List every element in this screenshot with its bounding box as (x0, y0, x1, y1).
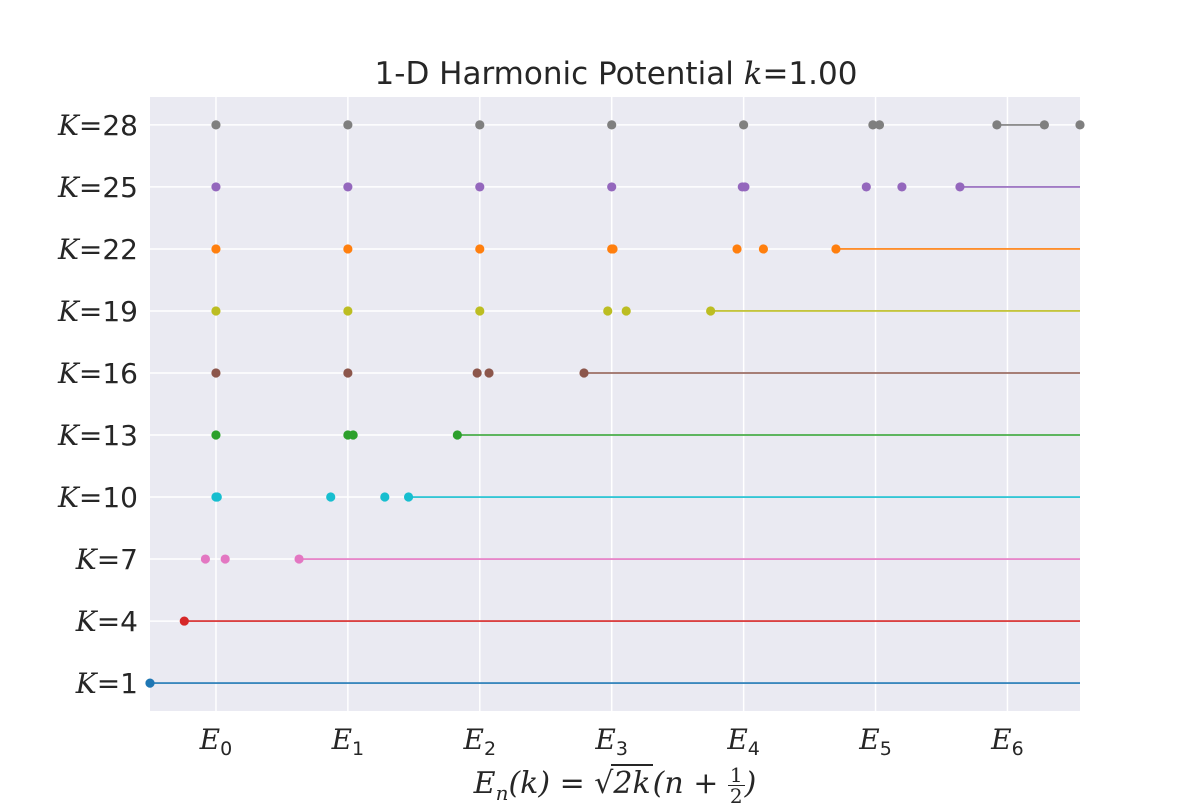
data-point (179, 616, 189, 626)
data-point (706, 306, 716, 316)
xlabel-e: E (473, 766, 496, 801)
xlabel-sqrt: 2k (611, 764, 653, 801)
data-point (955, 182, 965, 192)
data-point (145, 678, 155, 688)
y-tick-label: K=22 (57, 233, 138, 266)
data-point (732, 244, 742, 254)
data-point (831, 244, 841, 254)
y-tick-label: K=10 (57, 481, 138, 514)
data-point (484, 368, 494, 378)
data-point (739, 120, 749, 130)
title-variable: k (743, 56, 763, 92)
data-point (343, 182, 353, 192)
y-tick-label: K=19 (57, 295, 138, 328)
data-point (1075, 120, 1085, 130)
x-tick-label: E3 (594, 723, 628, 760)
data-point (579, 368, 589, 378)
xlabel-open: (n + (652, 766, 728, 801)
x-tick-label: E1 (331, 723, 365, 760)
x-tick-label: E5 (858, 723, 892, 760)
y-tick-label: K=25 (57, 171, 138, 204)
data-point (608, 244, 618, 254)
data-point (212, 492, 222, 502)
data-point (475, 182, 485, 192)
data-point (475, 306, 485, 316)
plot-area (150, 97, 1080, 711)
x-tick-label: E6 (990, 723, 1024, 760)
data-point (403, 492, 414, 502)
data-point (452, 430, 462, 440)
data-point (992, 120, 1002, 130)
data-point (758, 244, 769, 254)
data-point (380, 492, 390, 502)
y-tick-label: K=7 (75, 543, 138, 576)
data-point (348, 430, 358, 440)
data-point (740, 182, 750, 192)
data-point (294, 554, 304, 564)
data-point (607, 120, 617, 130)
data-point (1039, 120, 1049, 130)
xlabel-arg: (k) = (508, 766, 595, 801)
data-point (200, 554, 211, 564)
xlabel-sub: n (495, 781, 509, 805)
data-point (472, 368, 482, 378)
x-tick-label: E0 (199, 723, 233, 760)
data-point (211, 244, 221, 254)
data-point (343, 120, 353, 130)
data-point (343, 306, 353, 316)
data-point (326, 492, 336, 502)
data-point (211, 120, 221, 130)
data-point (211, 306, 221, 316)
data-point (607, 182, 617, 192)
title-text: 1-D Harmonic Potential (374, 56, 744, 92)
x-tick-label: E2 (463, 723, 497, 760)
xlabel-close: ) (744, 766, 757, 801)
y-tick-label: K=1 (75, 667, 138, 700)
data-point (475, 120, 485, 130)
data-point (211, 430, 221, 440)
data-point (220, 554, 230, 564)
data-point (897, 182, 907, 192)
data-point (343, 368, 353, 378)
data-point (211, 182, 221, 192)
data-point (621, 306, 631, 316)
title-value: =1.00 (762, 56, 858, 92)
data-point (343, 244, 353, 254)
chart-title: 1-D Harmonic Potential k=1.00 (0, 56, 1200, 92)
data-point (861, 182, 871, 192)
data-point (603, 306, 613, 316)
x-tick-label: E4 (726, 723, 760, 760)
y-tick-label: K=13 (57, 419, 138, 452)
data-point (874, 120, 885, 130)
x-axis-label: En(k) = √2k(n + 1 2) (473, 762, 757, 808)
y-tick-label: K=4 (75, 605, 138, 638)
data-point (475, 244, 485, 254)
data-point (868, 120, 878, 130)
y-tick-label: K=28 (57, 109, 138, 142)
data-point (211, 368, 221, 378)
y-tick-label: K=16 (57, 357, 138, 390)
